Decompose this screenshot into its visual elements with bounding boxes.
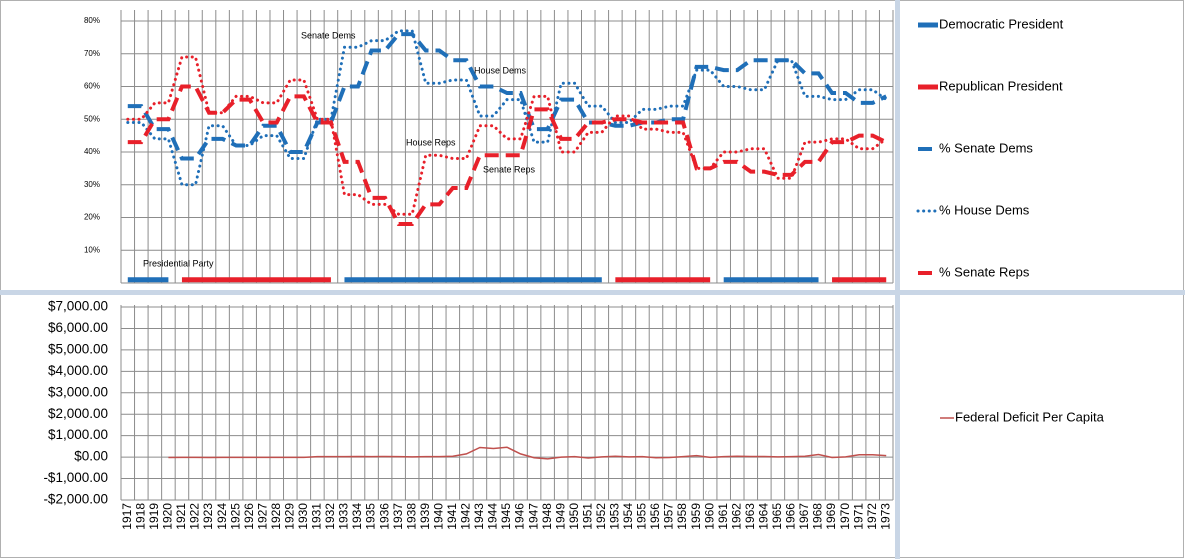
x-tick-label: 1973 xyxy=(878,503,892,530)
x-tick-label: 1951 xyxy=(580,503,594,530)
x-tick-label: 1947 xyxy=(526,503,540,530)
y-tick-label: $5,000.00 xyxy=(48,341,108,356)
annotation: House Reps xyxy=(406,137,456,147)
panel-divider xyxy=(895,0,900,559)
x-tick-label: 1950 xyxy=(567,503,581,530)
x-tick-label: 1925 xyxy=(228,503,242,530)
x-tick-label: 1952 xyxy=(594,503,608,530)
x-tick-label: 1922 xyxy=(188,503,202,530)
panel-divider xyxy=(0,290,1185,295)
x-tick-label: 1930 xyxy=(296,503,310,530)
y-tick-label: 30% xyxy=(84,180,100,189)
x-tick-label: 1964 xyxy=(757,503,771,530)
x-tick-label: 1932 xyxy=(323,503,337,530)
y-tick-label: 50% xyxy=(84,114,100,123)
annotation: Senate Reps xyxy=(483,164,536,174)
y-tick-label: $4,000.00 xyxy=(48,363,108,378)
x-tick-label: 1959 xyxy=(689,503,703,530)
x-tick-label: 1928 xyxy=(269,503,283,530)
x-tick-label: 1970 xyxy=(838,503,852,530)
series-line xyxy=(127,32,888,161)
y-tick-label: 40% xyxy=(84,147,100,156)
series-line xyxy=(168,446,887,460)
y-tick-label: 20% xyxy=(84,213,100,222)
x-tick-label: 1945 xyxy=(499,503,513,530)
x-tick-label: 1931 xyxy=(310,503,324,530)
x-tick-label: 1955 xyxy=(635,503,649,530)
y-tick-label: $0.00 xyxy=(74,449,108,464)
x-tick-label: 1929 xyxy=(282,503,296,530)
y-tick-label: -$1,000.00 xyxy=(43,470,108,485)
y-tick-label: $1,000.00 xyxy=(48,427,108,442)
x-tick-label: 1960 xyxy=(702,503,716,530)
x-tick-label: 1972 xyxy=(865,503,879,530)
x-tick-label: 1938 xyxy=(404,503,418,530)
x-tick-label: 1923 xyxy=(201,503,215,530)
x-tick-label: 1943 xyxy=(472,503,486,530)
x-tick-label: 1946 xyxy=(513,503,527,530)
x-tick-label: 1935 xyxy=(364,503,378,530)
y-tick-label: 80% xyxy=(84,16,100,25)
series-line xyxy=(127,84,888,227)
x-tick-label: 1917 xyxy=(120,503,134,530)
x-tick-label: 1924 xyxy=(215,503,229,530)
x-tick-label: 1958 xyxy=(675,503,689,530)
x-tick-label: 1936 xyxy=(377,503,391,530)
x-tick-label: 1966 xyxy=(784,503,798,530)
legend-label: % Senate Dems xyxy=(939,140,1033,155)
annotation: Presidential Party xyxy=(143,258,214,268)
y-tick-label: 60% xyxy=(84,82,100,91)
x-tick-label: 1934 xyxy=(350,503,364,530)
legend-label: % Senate Reps xyxy=(939,264,1030,279)
x-tick-label: 1927 xyxy=(255,503,269,530)
x-tick-label: 1953 xyxy=(608,503,622,530)
y-tick-label: $7,000.00 xyxy=(48,299,108,314)
x-tick-label: 1926 xyxy=(242,503,256,530)
series-line xyxy=(126,29,888,187)
annotation: House Dems xyxy=(474,65,527,75)
x-tick-label: 1965 xyxy=(770,503,784,530)
x-tick-label: 1957 xyxy=(662,503,676,530)
x-tick-label: 1969 xyxy=(824,503,838,530)
x-tick-label: 1937 xyxy=(391,503,405,530)
x-tick-label: 1956 xyxy=(648,503,662,530)
x-tick-label: 1939 xyxy=(418,503,432,530)
x-tick-label: 1933 xyxy=(337,503,351,530)
x-tick-label: 1921 xyxy=(174,503,188,530)
x-tick-label: 1941 xyxy=(445,503,459,530)
legend-label: Republican President xyxy=(939,78,1063,93)
x-tick-label: 1971 xyxy=(851,503,865,530)
annotation: Senate Dems xyxy=(301,30,356,40)
x-tick-label: 1967 xyxy=(797,503,811,530)
x-tick-label: 1942 xyxy=(459,503,473,530)
legend-label: Federal Deficit Per Capita xyxy=(955,409,1105,424)
y-tick-label: -$2,000.00 xyxy=(43,492,108,507)
y-tick-label: 10% xyxy=(84,245,100,254)
y-tick-label: $2,000.00 xyxy=(48,406,108,421)
x-tick-label: 1963 xyxy=(743,503,757,530)
y-tick-label: $3,000.00 xyxy=(48,384,108,399)
x-tick-label: 1962 xyxy=(729,503,743,530)
x-tick-label: 1944 xyxy=(486,503,500,530)
legend-label: Democratic President xyxy=(939,16,1064,31)
x-tick-label: 1954 xyxy=(621,503,635,530)
y-tick-label: 70% xyxy=(84,49,100,58)
x-tick-label: 1961 xyxy=(716,503,730,530)
x-tick-label: 1920 xyxy=(161,503,175,530)
legend-label: % House Dems xyxy=(939,202,1030,217)
x-tick-label: 1940 xyxy=(431,503,445,530)
x-tick-label: 1918 xyxy=(133,503,147,530)
x-tick-label: 1948 xyxy=(540,503,554,530)
y-tick-label: $6,000.00 xyxy=(48,320,108,335)
x-tick-label: 1949 xyxy=(553,503,567,530)
x-tick-label: 1968 xyxy=(811,503,825,530)
x-tick-label: 1919 xyxy=(147,503,161,530)
